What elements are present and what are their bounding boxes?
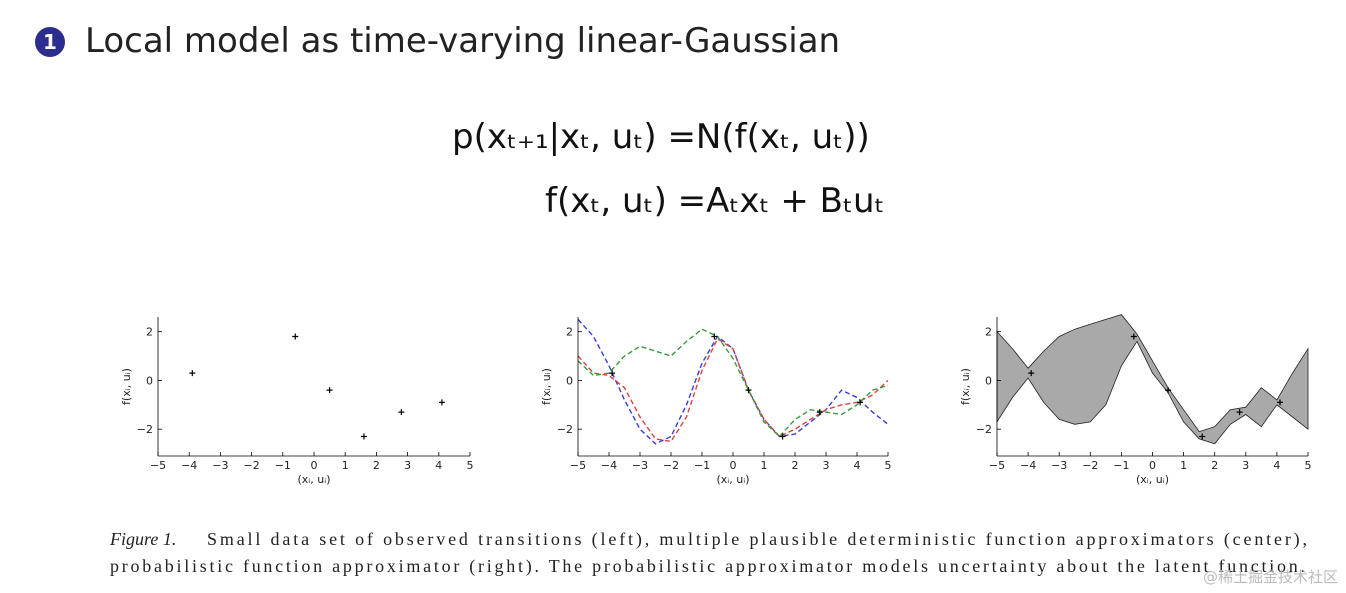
data-point: [779, 433, 786, 440]
y-tick-label: −2: [557, 423, 573, 436]
x-tick-label: 4: [854, 459, 861, 472]
data-point: [1236, 409, 1243, 416]
x-tick-label: −3: [212, 459, 228, 472]
equation: f(xₜ, uₜ) =Aₜxₜ + Bₜuₜ: [545, 181, 885, 221]
x-tick-label: 2: [792, 459, 799, 472]
y-tick-label: −2: [137, 423, 153, 436]
data-point: [292, 333, 299, 340]
data-point: [1277, 399, 1284, 406]
x-tick-label: −1: [275, 459, 291, 472]
y-axis-label: f(xᵢ, uᵢ): [540, 368, 553, 405]
data-point: [1028, 370, 1035, 377]
x-tick-label: −4: [181, 459, 197, 472]
x-tick-label: −2: [243, 459, 259, 472]
x-tick-label: 5: [885, 459, 892, 472]
x-tick-label: −5: [150, 459, 166, 472]
y-tick-label: 2: [146, 326, 153, 339]
slide-title: Local model as time-varying linear-Gauss…: [85, 21, 840, 61]
y-tick-label: 2: [985, 326, 992, 339]
x-tick-label: 4: [435, 459, 442, 472]
y-tick-label: −2: [976, 423, 992, 436]
data-point: [1199, 433, 1206, 440]
x-tick-label: 0: [1149, 459, 1156, 472]
x-axis-label: (xᵢ, uᵢ): [1136, 473, 1169, 486]
watermark: @稀土掘金技术社区: [1203, 568, 1338, 586]
x-tick-label: −4: [1020, 459, 1036, 472]
x-tick-label: 1: [342, 459, 349, 472]
data-point: [398, 409, 405, 416]
bullet-number: 1: [43, 30, 57, 54]
caption-line: Small data set of observed transitions (…: [207, 529, 1307, 550]
x-tick-label: −2: [663, 459, 679, 472]
data-point: [711, 333, 718, 340]
x-tick-label: 3: [404, 459, 411, 472]
x-axis-label: (xᵢ, uᵢ): [717, 473, 750, 486]
x-tick-label: −2: [1082, 459, 1098, 472]
function-curve: [577, 328, 889, 438]
y-tick-label: 0: [985, 374, 992, 387]
x-tick-label: −3: [632, 459, 648, 472]
x-tick-label: −4: [601, 459, 617, 472]
data-point: [857, 399, 864, 406]
function-curve: [577, 318, 889, 445]
y-tick-label: 0: [146, 374, 153, 387]
function-curve: [577, 337, 889, 443]
x-tick-label: −1: [694, 459, 710, 472]
data-point: [438, 399, 445, 406]
data-point: [189, 370, 196, 377]
bullet-circle: [35, 27, 65, 57]
equation: p(xₜ₊₁|xₜ, uₜ) =N(f(xₜ, uₜ)): [452, 117, 870, 157]
x-tick-label: 1: [761, 459, 768, 472]
x-tick-label: −1: [1113, 459, 1129, 472]
x-tick-label: 3: [1242, 459, 1249, 472]
x-tick-label: 5: [467, 459, 474, 472]
y-tick-label: 0: [566, 374, 573, 387]
x-tick-label: 0: [311, 459, 318, 472]
x-tick-label: 2: [373, 459, 380, 472]
x-tick-label: 5: [1305, 459, 1312, 472]
x-tick-label: −5: [989, 459, 1005, 472]
data-point: [1165, 387, 1172, 394]
data-point: [360, 433, 367, 440]
uncertainty-band: [996, 314, 1309, 445]
x-axis-label: (xᵢ, uᵢ): [298, 473, 331, 486]
x-tick-label: −3: [1051, 459, 1067, 472]
x-tick-label: 1: [1180, 459, 1187, 472]
x-tick-label: −5: [570, 459, 586, 472]
x-tick-label: 2: [1211, 459, 1218, 472]
data-point: [1130, 333, 1137, 340]
x-tick-label: 3: [823, 459, 830, 472]
caption-label: Figure 1.: [109, 529, 176, 549]
data-point: [326, 387, 333, 394]
caption-line: probabilistic function approximator (rig…: [110, 556, 1305, 577]
x-tick-label: 4: [1273, 459, 1280, 472]
y-axis-label: f(xᵢ, uᵢ): [120, 368, 133, 405]
y-axis-label: f(xᵢ, uᵢ): [959, 368, 972, 405]
data-point: [745, 387, 752, 394]
y-tick-label: 2: [566, 326, 573, 339]
x-tick-label: 0: [730, 459, 737, 472]
data-point: [816, 409, 823, 416]
data-point: [609, 370, 616, 377]
